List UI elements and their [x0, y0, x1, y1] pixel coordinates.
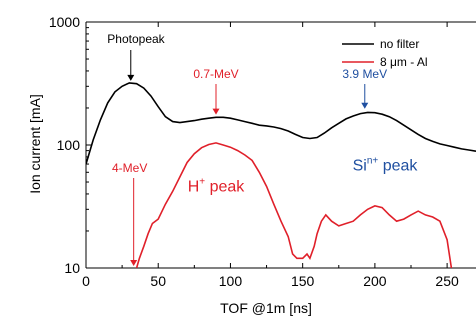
- legend-entry: no filter: [380, 37, 419, 51]
- mev39-arrow-head: [361, 102, 369, 109]
- photopeak-arrow-head: [127, 74, 135, 81]
- legend-entry: 8 μm - Al: [380, 55, 428, 69]
- series-line-no-filter: [86, 82, 476, 165]
- y-tick-label: 1000: [49, 14, 80, 30]
- annotation-3-9-mev: 3.9 MeV: [342, 67, 387, 81]
- x-tick-label: 0: [82, 273, 90, 289]
- y-axis-title: Ion current [mA]: [27, 94, 43, 194]
- x-tick-label: 250: [435, 273, 459, 289]
- y-tick-label: 100: [57, 137, 81, 153]
- annotation-0-7-mev: 0.7-MeV: [193, 67, 238, 81]
- annotation-photopeak: Photopeak: [107, 32, 165, 46]
- label-h-peak: H+ peak: [188, 176, 246, 195]
- mev07-arrow-head: [212, 108, 220, 115]
- series-line-al-filter: [135, 142, 453, 268]
- x-tick-label: 100: [219, 273, 243, 289]
- x-axis-title: TOF @1m [ns]: [220, 300, 312, 316]
- x-tick-label: 200: [363, 273, 387, 289]
- y-tick-label: 10: [64, 260, 80, 276]
- x-tick-label: 50: [150, 273, 166, 289]
- mev4-arrow-head: [130, 260, 138, 266]
- label-si-peak: Sin+ peak: [353, 156, 419, 175]
- x-tick-label: 150: [291, 273, 315, 289]
- annotation-4-mev: 4-MeV: [112, 161, 147, 175]
